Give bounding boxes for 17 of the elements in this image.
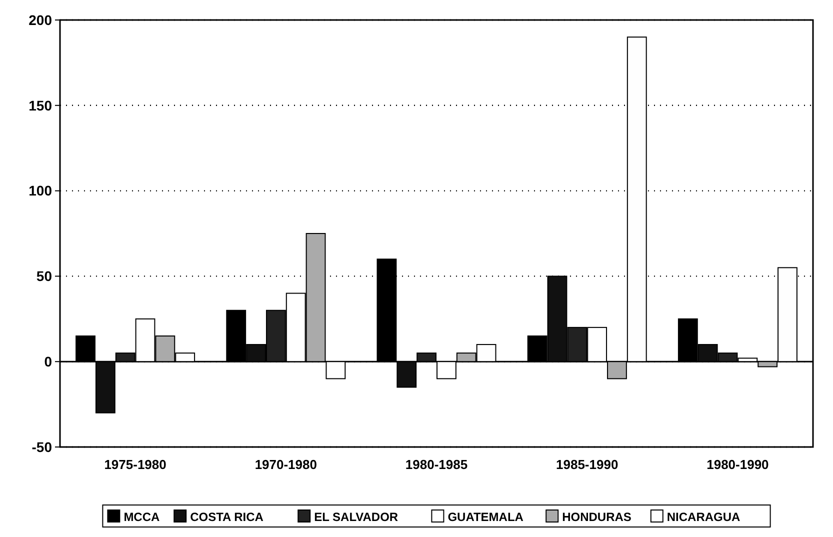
- y-tick-label: 50: [36, 268, 52, 284]
- x-tick-label: 1970-1980: [254, 457, 317, 472]
- x-tick-label: 1985-1990: [556, 457, 618, 472]
- x-tick-label: 1975-1980: [104, 457, 166, 472]
- legend-label: NICARAGUA: [666, 510, 741, 524]
- legend-label: COSTA RICA: [190, 510, 264, 524]
- legend-label: EL SALVADOR: [314, 510, 398, 524]
- y-tick-label: 0: [44, 354, 52, 370]
- y-tick-label: 200: [28, 12, 52, 28]
- y-tick-label: 150: [28, 97, 52, 114]
- legend-label: GUATEMALA: [448, 510, 524, 524]
- y-tick-label: -50: [32, 438, 52, 455]
- x-tick-label: 1980-1985: [405, 457, 468, 472]
- y-tick-label: 100: [28, 182, 52, 199]
- legend-label: HONDURAS: [562, 510, 632, 524]
- legend-label: MCCA: [124, 510, 160, 524]
- x-tick-label: 1980-1990: [706, 457, 769, 472]
